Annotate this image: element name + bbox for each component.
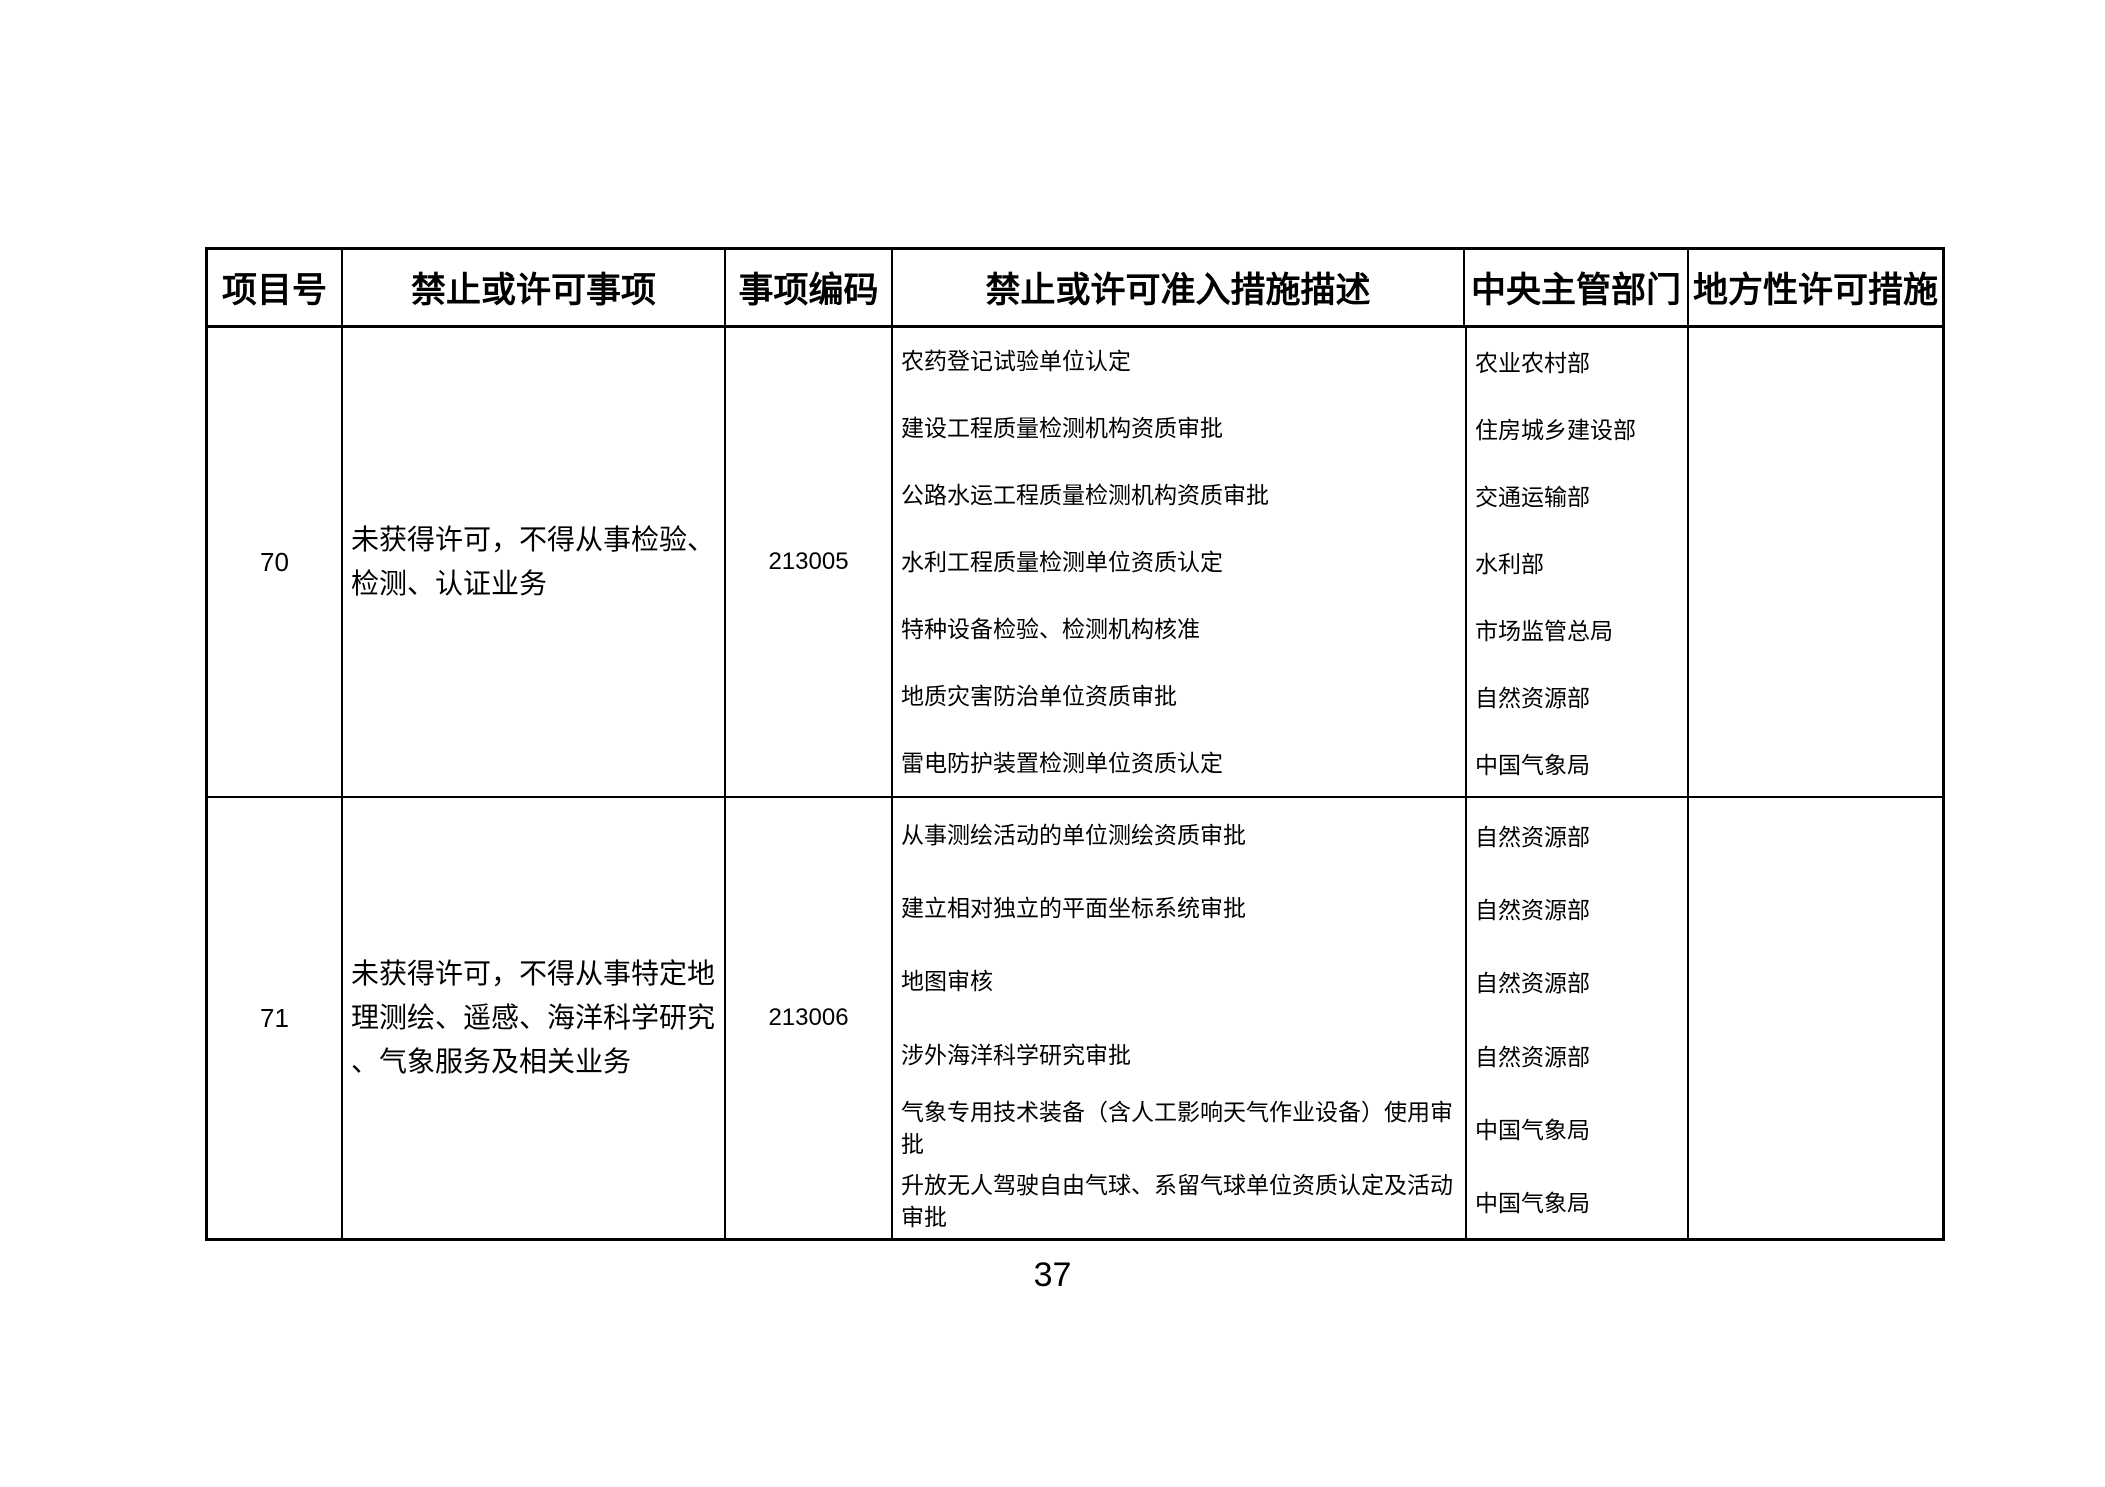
central-department: 中国气象局 [1465,1091,1689,1165]
measure-row: 涉外海洋科学研究审批 自然资源部 [893,1017,1689,1092]
item-code: 213005 [726,328,893,796]
measure-description: 农药登记试验单位认定 [901,348,1131,375]
access-list-table: 项目号 禁止或许可事项 事项编码 禁止或许可准入措施描述 中央主管部门 地方性许可措施 7… [205,247,1945,1241]
table-row: 71 未获得许可，不得从事特定地理测绘、遥感、海洋科学研究、气象服务及相关业务 … [208,798,1942,1238]
measure-description: 特种设备检验、检测机构核准 [901,615,1200,642]
column-header: 地方性许可措施 [1692,271,1938,310]
measure-row: 地质灾害防治单位资质审批 自然资源部 [893,662,1689,730]
measure-row: 特种设备检验、检测机构核准 市场监管总局 [893,595,1689,663]
measure-description: 升放无人驾驶自由气球、系留气球单位资质认定及活动审批 [901,1172,1453,1231]
central-department: 自然资源部 [1465,662,1689,730]
central-department: 自然资源部 [1465,944,1689,1018]
column-header: 禁止或许可事项 [343,250,726,325]
central-department: 中国气象局 [1465,1164,1689,1238]
matter-text: 未获得许可，不得从事特定地理测绘、遥感、海洋科学研究、气象服务及相关业务 [351,958,716,1077]
column-header: 事项编码 [726,250,893,325]
measure-description: 涉外海洋科学研究审批 [901,1041,1131,1068]
measure-row: 建设工程质量检测机构资质审批 住房城乡建设部 [893,394,1689,462]
measure-row: 雷电防护装置检测单位资质认定 中国气象局 [893,729,1689,797]
measures-departments: 农药登记试验单位认定 农业农村部 建设工程质量检测机构资质审批 住房城乡建设部 … [893,328,1689,797]
measure-row: 水利工程质量检测单位资质认定 水利部 [893,528,1689,596]
central-department: 住房城乡建设部 [1465,394,1689,462]
measure-description: 地质灾害防治单位资质审批 [901,682,1177,709]
measure-description: 建设工程质量检测机构资质审批 [901,415,1223,442]
measure-description: 地图审核 [901,968,993,995]
column-header: 中央主管部门 [1465,250,1689,325]
table-row: 70 未获得许可，不得从事检验、检测、认证业务 213005 农药登记试验单位认… [208,328,1942,798]
page-number: 37 [1033,1256,1072,1294]
measure-row: 气象专用技术装备（含人工影响天气作业设备）使用审批 中国气象局 [893,1091,1689,1165]
table-header-row: 项目号 禁止或许可事项 事项编码 禁止或许可准入措施描述 中央主管部门 地方性许可措施 [208,250,1942,328]
measure-description: 雷电防护装置检测单位资质认定 [901,749,1223,776]
central-department: 水利部 [1465,528,1689,596]
measure-description: 公路水运工程质量检测机构资质审批 [901,482,1269,509]
column-header: 禁止或许可准入措施描述 [893,250,1465,325]
central-department: 市场监管总局 [1465,595,1689,663]
central-department: 自然资源部 [1465,1017,1689,1092]
table-body: 70 未获得许可，不得从事检验、检测、认证业务 213005 农药登记试验单位认… [208,328,1942,1238]
measure-description: 水利工程质量检测单位资质认定 [901,549,1223,575]
measure-row: 建立相对独立的平面坐标系统审批 自然资源部 [893,871,1689,945]
central-department: 农业农村部 [1465,328,1689,395]
matter-cell: 未获得许可，不得从事特定地理测绘、遥感、海洋科学研究、气象服务及相关业务 [343,798,726,1238]
measures-departments: 从事测绘活动的单位测绘资质审批 自然资源部 建立相对独立的平面坐标系统审批 自然… [893,798,1689,1238]
item-number: 70 [208,328,343,796]
central-department: 自然资源部 [1465,798,1689,872]
matter-cell: 未获得许可，不得从事检验、检测、认证业务 [343,328,726,796]
measure-row: 升放无人驾驶自由气球、系留气球单位资质认定及活动审批 中国气象局 [893,1164,1689,1238]
measure-row: 地图审核 自然资源部 [893,944,1689,1018]
column-header: 项目号 [208,250,343,325]
measure-row: 公路水运工程质量检测机构资质审批 交通运输部 [893,461,1689,529]
local-measures-cell [1689,328,1942,796]
central-department: 中国气象局 [1465,729,1689,797]
measure-row: 农药登记试验单位认定 农业农村部 [893,328,1687,395]
measure-description: 气象专用技术装备（含人工影响天气作业设备）使用审批 [901,1098,1453,1157]
measure-row: 从事测绘活动的单位测绘资质审批 自然资源部 [893,798,1689,872]
item-code: 213006 [726,798,893,1238]
central-department: 自然资源部 [1465,871,1689,945]
local-measures-cell [1689,798,1942,1238]
measure-description: 从事测绘活动的单位测绘资质审批 [901,821,1246,848]
item-number: 71 [208,798,343,1238]
matter-text: 未获得许可，不得从事检验、检测、认证业务 [351,524,716,599]
central-department: 交通运输部 [1465,461,1689,529]
measure-description: 建立相对独立的平面坐标系统审批 [901,894,1246,921]
